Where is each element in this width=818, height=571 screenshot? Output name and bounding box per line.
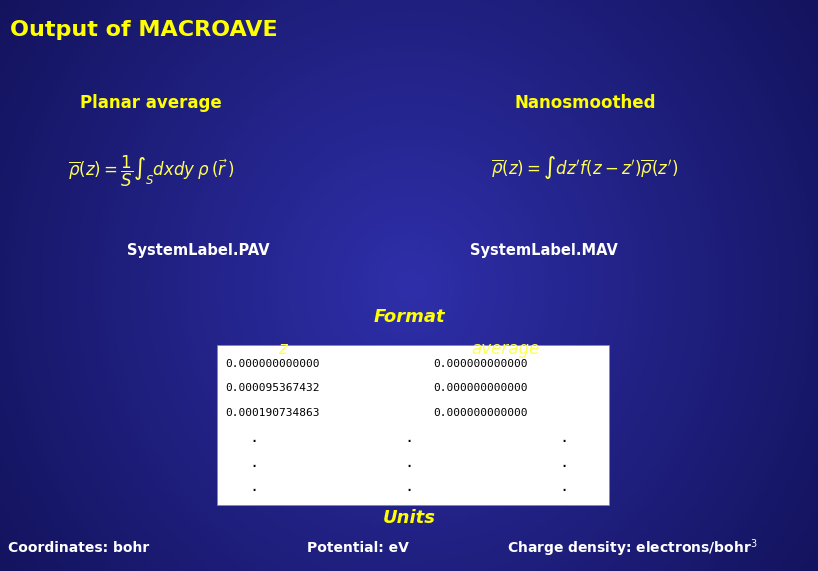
Text: 0.000190734863: 0.000190734863 — [225, 408, 320, 418]
Text: .: . — [249, 480, 258, 494]
Text: Units: Units — [383, 509, 435, 528]
Text: Coordinates: bohr: Coordinates: bohr — [8, 541, 150, 555]
Text: Charge density: electrons/bohr$^3$: Charge density: electrons/bohr$^3$ — [507, 537, 757, 559]
Text: $\overline{\rho}(z) = \int dz^{\prime} f(z-z^{\prime})\overline{\rho}(z^{\prime}: $\overline{\rho}(z) = \int dz^{\prime} f… — [492, 154, 678, 181]
Text: 0.000000000000: 0.000000000000 — [434, 408, 528, 418]
Text: SystemLabel.PAV: SystemLabel.PAV — [127, 243, 269, 258]
Text: .: . — [404, 455, 414, 470]
Text: $\overline{\rho}(z) = \dfrac{1}{S}\int_S dxdy\;\rho\,(\vec{r}\,)$: $\overline{\rho}(z) = \dfrac{1}{S}\int_S… — [68, 154, 235, 190]
Text: Nanosmoothed: Nanosmoothed — [515, 94, 655, 112]
Text: 0.000000000000: 0.000000000000 — [225, 359, 320, 369]
Text: Output of MACROAVE: Output of MACROAVE — [10, 20, 277, 40]
Text: .: . — [249, 455, 258, 470]
Text: SystemLabel.MAV: SystemLabel.MAV — [470, 243, 618, 258]
Text: Potential: eV: Potential: eV — [307, 541, 409, 555]
Text: Format: Format — [373, 308, 445, 327]
Text: .: . — [404, 430, 414, 445]
FancyBboxPatch shape — [217, 345, 609, 505]
Text: 0.000000000000: 0.000000000000 — [434, 384, 528, 393]
Text: .: . — [404, 480, 414, 494]
Text: 0.000095367432: 0.000095367432 — [225, 384, 320, 393]
Text: .: . — [560, 480, 569, 494]
Text: 0.000000000000: 0.000000000000 — [434, 359, 528, 369]
Text: .: . — [560, 430, 569, 445]
Text: .: . — [560, 455, 569, 470]
Text: average: average — [471, 340, 540, 358]
Text: Planar average: Planar average — [80, 94, 222, 112]
Text: .: . — [249, 430, 258, 445]
Text: z: z — [278, 340, 286, 358]
